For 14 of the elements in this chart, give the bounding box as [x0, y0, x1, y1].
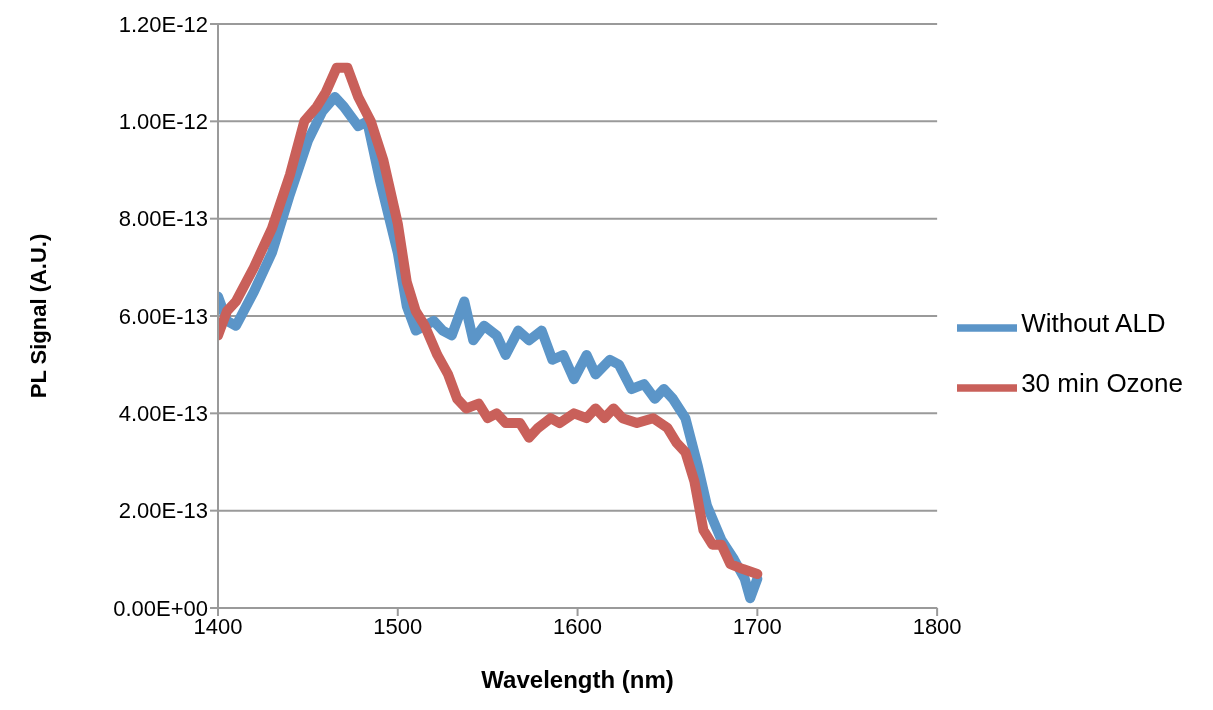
x-axis-title: Wavelength (nm)	[481, 666, 674, 693]
x-tick-label: 1800	[912, 613, 962, 639]
x-tick-label: 1500	[373, 613, 423, 639]
legend-label: 30 min Ozone	[1021, 368, 1183, 399]
y-tick-label: 4.00E-13	[118, 401, 208, 427]
y-tick-label: 8.00E-13	[118, 206, 208, 232]
y-tick-label: 6.00E-13	[118, 303, 208, 329]
x-tick-label: 1600	[553, 613, 603, 639]
y-tick-label: 1.20E-12	[118, 11, 208, 37]
legend-label: Without ALD	[1021, 308, 1166, 339]
y-tick-label: 1.00E-12	[118, 109, 208, 135]
y-tick-label: 2.00E-13	[118, 498, 208, 524]
x-tick-label: 1700	[732, 613, 782, 639]
y-axis-title: PL Signal (A.U.)	[25, 233, 51, 399]
